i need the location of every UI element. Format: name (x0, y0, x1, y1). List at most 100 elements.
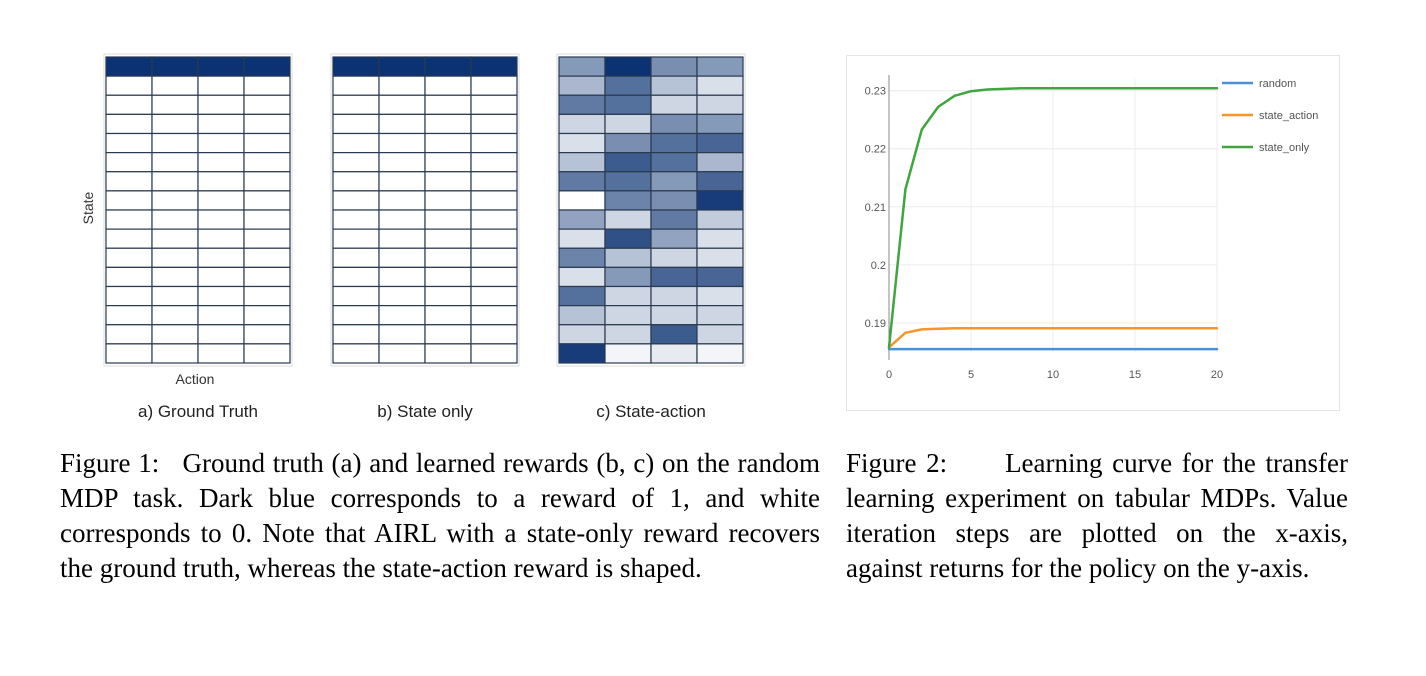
figure-1-heatmaps (103, 53, 746, 367)
heatmap-cell-r11-c1 (151, 266, 199, 288)
heatmap-cell-r0-c2 (197, 56, 245, 77)
heatmap-cell-r10-c3 (470, 247, 518, 268)
heatmap-cell-r9-c3 (243, 228, 291, 249)
heatmap-cell-r1-c1 (151, 75, 199, 96)
figure-2-caption-label: Figure 2: (846, 448, 948, 478)
heatmap-cell-r13-c2 (650, 305, 698, 326)
heatmap-cell-r7-c0 (332, 190, 380, 211)
heatmap-cell-r13-c1 (604, 305, 652, 326)
heatmap-cell-r11-c0 (332, 266, 380, 288)
heatmap-cell-r15-c1 (604, 343, 652, 364)
heatmap-cell-r9-c2 (197, 228, 245, 249)
heatmap-cell-r4-c3 (470, 132, 518, 154)
heatmap-cell-r6-c0 (105, 171, 153, 192)
heatmap-panel-1 (103, 53, 293, 367)
heatmap-cell-r8-c2 (650, 209, 698, 230)
heatmap-cell-r4-c3 (243, 132, 291, 154)
heatmap-cell-r14-c1 (151, 324, 199, 345)
heatmap-cell-r14-c3 (243, 324, 291, 345)
heatmap-cell-r2-c1 (151, 94, 199, 115)
heatmap-cell-r0-c3 (696, 56, 744, 77)
heatmap-cell-r5-c0 (558, 152, 606, 173)
heatmap-cell-r10-c0 (332, 247, 380, 268)
heatmap-cell-r10-c1 (378, 247, 426, 268)
heatmap-cell-r3-c3 (696, 113, 744, 135)
heatmap-cell-r9-c2 (650, 228, 698, 249)
heatmap-cell-r8-c2 (197, 209, 245, 230)
heatmap-cell-r1-c0 (332, 75, 380, 96)
heatmap-cell-r6-c3 (243, 171, 291, 192)
heatmap-cell-r3-c1 (378, 113, 426, 135)
heatmap-frame (330, 53, 520, 367)
heatmap-cell-r0-c0 (558, 56, 606, 77)
state-axis-label: State (80, 191, 96, 225)
heatmap-cell-r12-c1 (151, 285, 199, 307)
heatmap-cell-r11-c2 (424, 266, 472, 288)
heatmap-cell-r7-c2 (197, 190, 245, 211)
heatmap-cell-r4-c3 (696, 132, 744, 154)
heatmap-cell-r3-c2 (650, 113, 698, 135)
heatmap-cell-r7-c2 (424, 190, 472, 211)
heatmap-cell-r5-c0 (105, 152, 153, 173)
heatmap-cell-r4-c1 (151, 132, 199, 154)
heatmap-cell-r7-c3 (696, 190, 744, 211)
heatmap-cell-r1-c3 (243, 75, 291, 96)
heatmap-cell-r15-c0 (558, 343, 606, 364)
heatmap-cell-r1-c1 (604, 75, 652, 96)
heatmap-cell-r1-c2 (197, 75, 245, 96)
heatmap-cell-r7-c1 (604, 190, 652, 211)
heatmap-cell-r10-c3 (243, 247, 291, 268)
heatmap-cell-r2-c0 (558, 94, 606, 115)
y-tick-label: 0.21 (865, 202, 886, 214)
heatmap-cell-r4-c2 (424, 132, 472, 154)
heatmap-cell-r8-c3 (696, 209, 744, 230)
heatmap-cell-r13-c1 (151, 305, 199, 326)
heatmap-cell-r0-c0 (105, 56, 153, 77)
x-tick-label: 10 (1047, 369, 1059, 381)
heatmap-cell-r9-c0 (105, 228, 153, 249)
heatmap-cell-r5-c1 (604, 152, 652, 173)
figure-1-caption-label: Figure 1: (60, 448, 160, 478)
heatmap-panel-2 (330, 53, 520, 367)
heatmap-cell-r7-c3 (243, 190, 291, 211)
heatmap-cell-r13-c0 (332, 305, 380, 326)
heatmap-cell-r7-c3 (470, 190, 518, 211)
x-tick-label: 15 (1129, 369, 1141, 381)
heatmap-cell-r3-c3 (243, 113, 291, 135)
heatmap-cell-r14-c3 (470, 324, 518, 345)
heatmap-cell-r6-c3 (696, 171, 744, 192)
heatmap-cell-r6-c1 (604, 171, 652, 192)
heatmap-cell-r9-c2 (424, 228, 472, 249)
heatmap-cell-r7-c2 (650, 190, 698, 211)
heatmap-cell-r10-c0 (105, 247, 153, 268)
heatmap-cell-r0-c2 (650, 56, 698, 77)
panel-label-state-action: c) State-action (596, 402, 706, 421)
heatmap-cell-r4-c2 (650, 132, 698, 154)
heatmap-cell-r5-c3 (696, 152, 744, 173)
heatmap-cell-r10-c0 (558, 247, 606, 268)
heatmap-panel-3 (556, 53, 746, 367)
heatmap-cell-r9-c0 (558, 228, 606, 249)
y-tick-label: 0.2 (871, 260, 886, 272)
heatmap-cell-r5-c2 (650, 152, 698, 173)
heatmap-cell-r12-c3 (470, 285, 518, 307)
heatmap-cell-r3-c1 (151, 113, 199, 135)
heatmap-cell-r8-c1 (151, 209, 199, 230)
heatmap-cell-r13-c3 (696, 305, 744, 326)
heatmap-cell-r8-c0 (105, 209, 153, 230)
heatmap-cell-r0-c0 (332, 56, 380, 77)
heatmap-cell-r11-c0 (105, 266, 153, 288)
heatmap-cell-r13-c0 (105, 305, 153, 326)
heatmap-cell-r0-c3 (243, 56, 291, 77)
figure-1-caption: Figure 1: Ground truth (a) and learned r… (60, 446, 820, 586)
heatmap-cell-r11-c0 (558, 266, 606, 288)
heatmap-cell-r6-c2 (424, 171, 472, 192)
heatmap-cell-r15-c0 (332, 343, 380, 364)
heatmap-cell-r9-c1 (604, 228, 652, 249)
heatmap-cell-r14-c2 (424, 324, 472, 345)
heatmap-cell-r15-c2 (424, 343, 472, 364)
heatmap-cell-r12-c1 (378, 285, 426, 307)
heatmap-cell-r13-c1 (378, 305, 426, 326)
y-tick-label: 0.22 (865, 144, 886, 156)
heatmap-cell-r5-c3 (470, 152, 518, 173)
